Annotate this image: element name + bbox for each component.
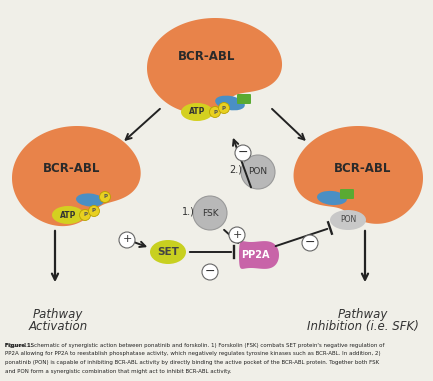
- Text: ponatinib (PON) is capable of inhibiting BCR-ABL activity by directly binding th: ponatinib (PON) is capable of inhibiting…: [5, 360, 379, 365]
- Polygon shape: [12, 126, 141, 226]
- Circle shape: [88, 205, 100, 216]
- Text: PP2A allowing for PP2A to reestablish phosphatase activity, which negatively reg: PP2A allowing for PP2A to reestablish ph…: [5, 352, 381, 357]
- Circle shape: [119, 232, 135, 248]
- Text: PON: PON: [340, 216, 356, 224]
- Text: P: P: [92, 208, 96, 213]
- Circle shape: [229, 227, 245, 243]
- Circle shape: [202, 264, 218, 280]
- FancyBboxPatch shape: [237, 94, 251, 104]
- Text: P: P: [83, 213, 87, 218]
- Text: and PON form a synergistic combination that might act to inhibit BCR-ABL activit: and PON form a synergistic combination t…: [5, 368, 232, 373]
- Text: −: −: [238, 146, 248, 159]
- Circle shape: [219, 102, 229, 114]
- Text: FSK: FSK: [202, 208, 218, 218]
- Text: ATP: ATP: [60, 210, 76, 219]
- Text: Figure 1: Schematic of synergistic action between ponatinib and forskolin. 1) Fo: Figure 1: Schematic of synergistic actio…: [5, 343, 385, 348]
- Text: P: P: [213, 109, 217, 115]
- Ellipse shape: [52, 206, 84, 224]
- Text: Inhibition (i.e. SFK): Inhibition (i.e. SFK): [307, 320, 419, 333]
- Polygon shape: [239, 241, 279, 269]
- Text: Pathway: Pathway: [33, 308, 83, 321]
- Circle shape: [193, 196, 227, 230]
- Text: ATP: ATP: [189, 107, 205, 117]
- Text: BCR-ABL: BCR-ABL: [43, 162, 101, 174]
- Circle shape: [241, 155, 275, 189]
- Text: 2.): 2.): [229, 165, 242, 175]
- Ellipse shape: [150, 240, 186, 264]
- Ellipse shape: [330, 210, 366, 230]
- Text: Pathway: Pathway: [338, 308, 388, 321]
- Text: +: +: [122, 234, 132, 245]
- Text: Figure 1:: Figure 1:: [5, 343, 33, 348]
- Ellipse shape: [215, 96, 245, 110]
- Circle shape: [80, 210, 90, 221]
- Text: PON: PON: [249, 168, 268, 176]
- Circle shape: [100, 192, 110, 202]
- Ellipse shape: [181, 103, 213, 121]
- Text: SET: SET: [157, 247, 179, 257]
- Text: 1.): 1.): [181, 206, 194, 216]
- Text: +: +: [233, 229, 242, 240]
- Circle shape: [302, 235, 318, 251]
- Circle shape: [210, 107, 220, 117]
- Text: BCR-ABL: BCR-ABL: [334, 162, 392, 174]
- Text: Activation: Activation: [29, 320, 87, 333]
- Polygon shape: [294, 126, 423, 224]
- Ellipse shape: [317, 191, 347, 205]
- Text: −: −: [205, 265, 215, 278]
- Polygon shape: [147, 18, 282, 113]
- FancyBboxPatch shape: [340, 189, 354, 199]
- Text: BCR-ABL: BCR-ABL: [178, 50, 236, 62]
- Text: PP2A: PP2A: [241, 250, 269, 260]
- Text: P: P: [222, 106, 226, 110]
- Text: −: −: [305, 236, 315, 249]
- Text: P: P: [103, 194, 107, 200]
- Circle shape: [235, 145, 251, 161]
- Ellipse shape: [76, 194, 104, 207]
